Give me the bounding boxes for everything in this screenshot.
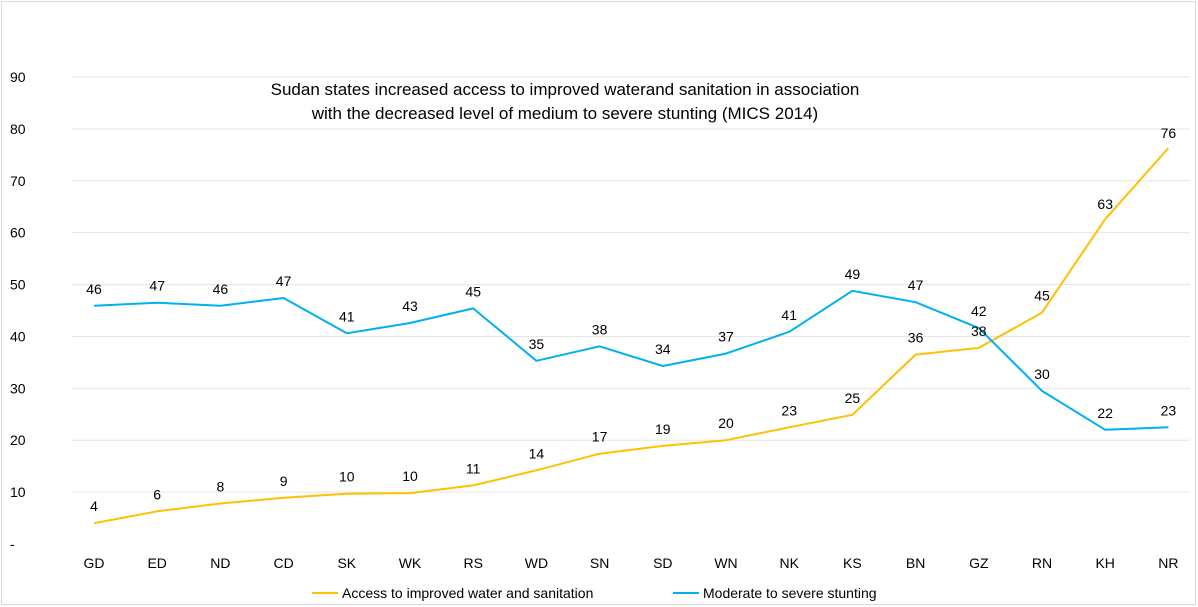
x-tick-label: NK bbox=[779, 555, 799, 571]
x-tick-label: KH bbox=[1095, 555, 1114, 571]
stunting-label: 49 bbox=[845, 266, 861, 282]
x-tick-label: BN bbox=[906, 555, 925, 571]
water-label: 63 bbox=[1097, 196, 1113, 212]
water-label: 11 bbox=[466, 460, 481, 476]
stunting-label: 47 bbox=[908, 277, 924, 293]
x-tick-label: RS bbox=[463, 555, 482, 571]
water-label: 10 bbox=[339, 469, 355, 485]
x-tick-label: RN bbox=[1032, 555, 1052, 571]
water-label: 38 bbox=[971, 323, 987, 339]
stunting-label: 42 bbox=[971, 303, 987, 319]
series-line-stunting bbox=[93, 289, 1169, 431]
y-tick-label: 70 bbox=[10, 173, 26, 189]
x-tick-label: KS bbox=[843, 555, 862, 571]
water-label: 14 bbox=[529, 445, 545, 461]
x-tick-label: ND bbox=[210, 555, 230, 571]
y-tick-label: 20 bbox=[10, 432, 26, 448]
x-tick-label: GD bbox=[84, 555, 105, 571]
stunting-label: 45 bbox=[465, 283, 481, 299]
x-tick-label: CD bbox=[273, 555, 293, 571]
y-tick-label: 50 bbox=[10, 277, 26, 293]
x-tick-label: WD bbox=[525, 555, 548, 571]
gridlines bbox=[72, 76, 1190, 493]
x-tick-label: NR bbox=[1158, 555, 1178, 571]
stunting-label: 41 bbox=[339, 308, 355, 324]
stunting-label: 23 bbox=[1161, 402, 1177, 418]
y-tick-label: 30 bbox=[10, 380, 26, 396]
x-tick-label: SD bbox=[653, 555, 672, 571]
stunting-label: 30 bbox=[1034, 366, 1050, 382]
x-tick-label: WN bbox=[714, 555, 737, 571]
water-label: 10 bbox=[402, 468, 418, 484]
y-tick-label: - bbox=[10, 536, 15, 552]
legend-label-stunting: Moderate to severe stunting bbox=[703, 585, 877, 601]
stunting-label: 46 bbox=[213, 281, 229, 297]
y-tick-label: 60 bbox=[10, 225, 26, 241]
y-tick-label: 40 bbox=[10, 328, 26, 344]
water-label: 9 bbox=[280, 473, 288, 489]
water-label: 45 bbox=[1034, 288, 1050, 304]
water-label: 25 bbox=[845, 390, 861, 406]
x-tick-label: WK bbox=[399, 555, 422, 571]
stunting-label: 43 bbox=[402, 298, 418, 314]
water-label: 6 bbox=[153, 486, 161, 502]
water-label: 8 bbox=[217, 479, 225, 495]
series-line-water-sanitation bbox=[93, 147, 1170, 525]
stunting-label: 35 bbox=[529, 336, 545, 352]
legend-label-water-sanitation: Access to improved water and sanitation bbox=[342, 585, 593, 601]
x-tick-label: ED bbox=[147, 555, 166, 571]
x-tick-label: GZ bbox=[969, 555, 989, 571]
water-label: 20 bbox=[718, 415, 734, 431]
water-label: 36 bbox=[908, 330, 924, 346]
stunting-label: 46 bbox=[86, 281, 102, 297]
stunting-label: 41 bbox=[781, 307, 797, 323]
y-tick-label: 10 bbox=[10, 484, 26, 500]
water-label: 19 bbox=[655, 421, 671, 437]
water-label: 4 bbox=[90, 498, 98, 514]
stunting-label: 47 bbox=[149, 278, 165, 294]
legend: Access to improved water and sanitation M… bbox=[312, 585, 877, 601]
x-tick-label: SN bbox=[590, 555, 609, 571]
water-label: 76 bbox=[1161, 125, 1177, 141]
axes: - 10 20 30 40 50 60 70 80 90 GD ED ND CD SK WK RS WD SN SD W… bbox=[10, 69, 1179, 571]
stunting-label: 34 bbox=[655, 341, 671, 357]
water-label: 17 bbox=[592, 429, 608, 445]
stunting-label: 38 bbox=[592, 321, 608, 337]
stunting-label: 37 bbox=[718, 329, 734, 345]
water-label: 23 bbox=[781, 402, 797, 418]
series-lines bbox=[93, 147, 1170, 525]
stunting-label: 47 bbox=[276, 273, 292, 289]
y-tick-label: 80 bbox=[10, 121, 26, 137]
stunting-label: 22 bbox=[1097, 405, 1113, 421]
chart-title-line-1: Sudan states increased access to improve… bbox=[271, 80, 860, 99]
chart-title-line-2: with the decreased level of medium to se… bbox=[311, 104, 818, 123]
x-tick-label: SK bbox=[337, 555, 356, 571]
y-tick-label: 90 bbox=[10, 69, 26, 85]
